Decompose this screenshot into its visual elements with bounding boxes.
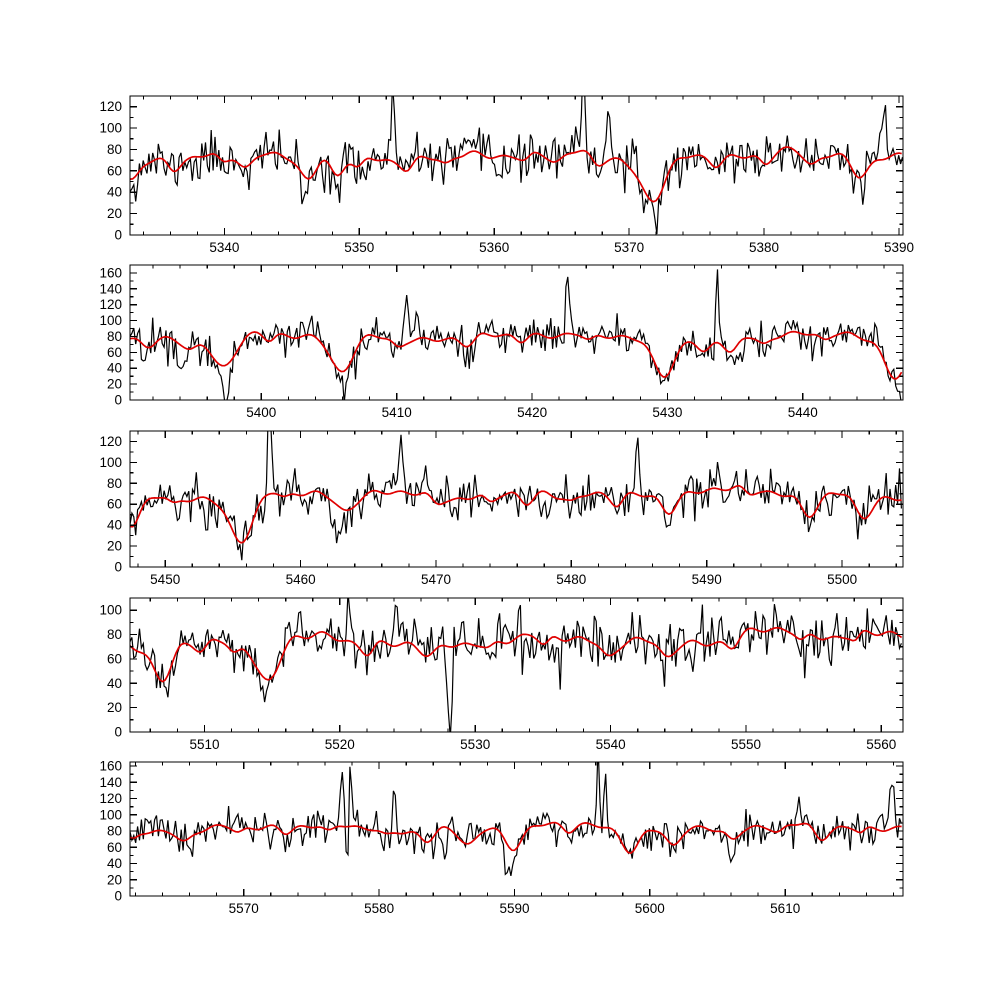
y-tick-label: 80	[107, 824, 122, 839]
y-tick-label: 100	[99, 603, 122, 618]
x-tick-label: 5490	[692, 572, 722, 587]
y-tick-label: 20	[107, 377, 122, 392]
y-tick-label: 140	[99, 281, 122, 296]
model-fit-line	[130, 821, 902, 854]
y-tick-label: 60	[107, 497, 122, 512]
y-tick-label: 100	[99, 121, 122, 136]
x-tick-label: 5340	[209, 240, 239, 255]
y-tick-label: 120	[99, 297, 122, 312]
y-tick-label: 100	[99, 313, 122, 328]
y-tick-label: 0	[114, 393, 122, 408]
panel-3: 5450 5460 5470 5480 5490 5500 0 20 40 60 80 100 120	[99, 430, 904, 587]
panel-4: 5510 5520 5530 5540 5550 5560 0 20 40 60 80 100	[99, 597, 904, 752]
y-tick-label: 80	[107, 329, 122, 344]
y-tick-label: 60	[107, 345, 122, 360]
x-tick-label: 5430	[652, 405, 682, 420]
x-tick-label: 5450	[150, 572, 180, 587]
y-tick-label: 0	[114, 889, 122, 904]
y-tick-label: 40	[107, 856, 122, 871]
y-tick-label: 80	[107, 142, 122, 157]
y-tick-label: 120	[99, 99, 122, 114]
panel-1: 5340 5350 5360 5370 5380 5390 0 20 40 60 80 100 120	[99, 95, 914, 255]
y-tick-label: 120	[99, 434, 122, 449]
x-tick-label: 5480	[556, 572, 586, 587]
x-tick-label: 5400	[246, 405, 276, 420]
axes-frame	[129, 264, 904, 401]
y-tick-label: 0	[114, 560, 122, 575]
axes-frame	[129, 430, 904, 568]
x-tick-label: 5580	[364, 901, 394, 916]
y-tick-label: 140	[99, 775, 122, 790]
y-tick-label: 0	[114, 725, 122, 740]
y-tick-label: 60	[107, 163, 122, 178]
y-tick-label: 0	[114, 228, 122, 243]
x-tick-label: 5510	[189, 737, 219, 752]
x-tick-label: 5590	[499, 901, 529, 916]
x-tick-label: 5360	[479, 240, 509, 255]
tick-labels: 5450 5460 5470 5480 5490 5500 0 20 40 60 80 100 120	[99, 434, 857, 587]
y-tick-label: 160	[99, 265, 122, 280]
y-tick-label: 40	[107, 185, 122, 200]
x-tick-label: 5350	[344, 240, 374, 255]
model-fit-line	[130, 484, 902, 544]
y-tick-label: 20	[107, 700, 122, 715]
x-tick-label: 5550	[731, 737, 761, 752]
axes-frame	[129, 597, 904, 733]
observed-spectrum-line	[130, 269, 902, 400]
x-tick-label: 5600	[635, 901, 665, 916]
observed-spectrum-line	[130, 96, 903, 235]
observed-spectrum-line	[130, 431, 902, 561]
y-tick-label: 80	[107, 627, 122, 642]
x-tick-label: 5540	[596, 737, 626, 752]
y-tick-label: 120	[99, 791, 122, 806]
x-tick-label: 5380	[749, 240, 779, 255]
y-tick-label: 40	[107, 361, 122, 376]
x-tick-label: 5610	[770, 901, 800, 916]
x-tick-label: 5390	[884, 240, 914, 255]
x-tick-label: 5500	[827, 572, 857, 587]
model-fit-line	[130, 146, 902, 203]
y-tick-label: 20	[107, 872, 122, 887]
x-tick-label: 5440	[788, 405, 818, 420]
panel-2: 5400 5410 5420 5430 5440 02040608010012014016…	[99, 264, 904, 420]
axes-frame	[129, 95, 904, 236]
axes-frame	[129, 761, 904, 897]
x-tick-label: 5410	[382, 405, 412, 420]
observed-spectrum-line	[130, 598, 902, 732]
y-tick-label: 80	[107, 476, 122, 491]
x-tick-label: 5520	[325, 737, 355, 752]
tick-labels: 5400 5410 5420 5430 5440 02040608010012014016…	[99, 265, 817, 420]
x-tick-label: 5570	[229, 901, 259, 916]
y-tick-label: 20	[107, 206, 122, 221]
y-tick-label: 60	[107, 840, 122, 855]
tick-labels: 5510 5520 5530 5540 5550 5560 0 20 40 60 80 100	[99, 603, 896, 752]
x-tick-label: 5470	[421, 572, 451, 587]
x-tick-label: 5460	[286, 572, 316, 587]
x-tick-label: 5530	[460, 737, 490, 752]
tick-labels: 5340 5350 5360 5370 5380 5390 0 20 40 60 80 100 120	[99, 99, 914, 255]
y-tick-label: 60	[107, 651, 122, 666]
model-fit-line	[130, 330, 903, 380]
model-fit-line	[130, 626, 903, 683]
y-tick-label: 20	[107, 539, 122, 554]
x-tick-label: 5420	[517, 405, 547, 420]
x-tick-label: 5560	[866, 737, 896, 752]
y-tick-label: 40	[107, 518, 122, 533]
y-tick-label: 100	[99, 807, 122, 822]
y-tick-label: 100	[99, 455, 122, 470]
y-tick-label: 160	[99, 759, 122, 774]
y-tick-label: 40	[107, 676, 122, 691]
x-tick-label: 5370	[614, 240, 644, 255]
